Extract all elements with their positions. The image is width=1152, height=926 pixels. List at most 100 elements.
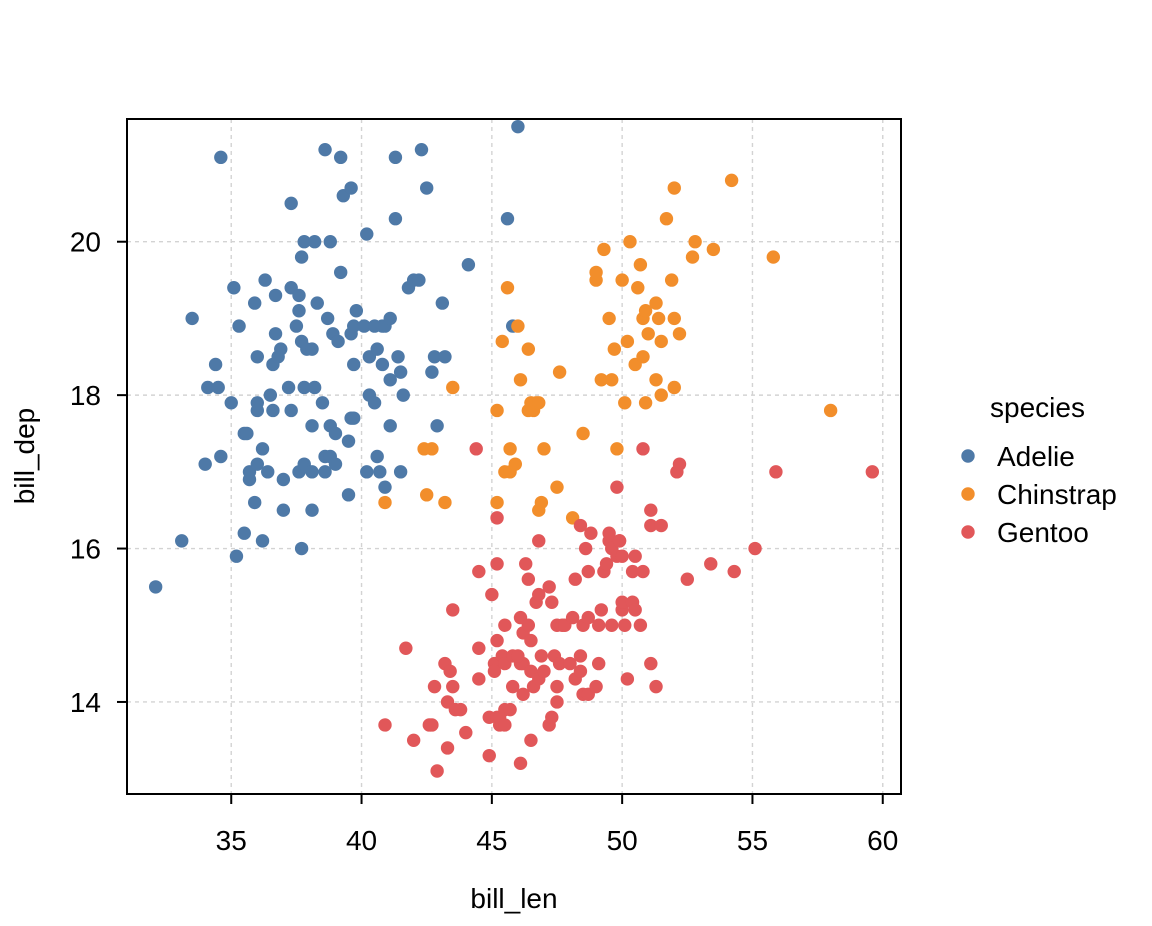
gentoo-point (545, 710, 559, 724)
gentoo-point (573, 664, 588, 678)
gentoo-point (589, 679, 603, 694)
chinstrap-point (659, 212, 674, 226)
gentoo-point (490, 633, 504, 648)
adelie-point (247, 495, 262, 510)
adelie-point (255, 534, 270, 548)
gentoo-point (513, 756, 528, 771)
gentoo-point (472, 672, 486, 686)
series-adelie-points (148, 119, 525, 594)
gentoo-point (482, 748, 496, 763)
adelie-point (292, 304, 306, 318)
adelie-point (258, 273, 272, 287)
adelie-point (232, 319, 246, 333)
chinstrap-point (607, 342, 622, 356)
chinstrap-point (419, 488, 434, 502)
chinstrap-point (664, 273, 679, 287)
gentoo-point (532, 587, 546, 602)
adelie-point (383, 311, 397, 326)
legend-adelie-label: Adelie (997, 441, 1075, 472)
adelie-point (511, 119, 525, 134)
gentoo-point (680, 572, 695, 586)
gentoo-point (453, 702, 468, 717)
chinstrap-point (438, 495, 452, 510)
adelie-point (175, 534, 189, 548)
legend-chinstrap-label: Chinstrap (997, 479, 1117, 510)
chinstrap-point (667, 311, 681, 326)
adelie-point (276, 503, 291, 517)
chinstrap-point (633, 258, 648, 272)
chinstrap-point (706, 242, 721, 257)
gentoo-point (704, 557, 718, 571)
adelie-point (268, 288, 283, 303)
adelie-point (305, 465, 319, 479)
gentoo-point (524, 633, 538, 648)
adelie-point (360, 465, 374, 479)
gentoo-point (628, 549, 642, 563)
gentoo-point (573, 649, 588, 663)
gentoo-point (524, 733, 538, 748)
x-tick-label: 55 (737, 825, 768, 856)
gentoo-point (550, 695, 564, 709)
gentoo-point (618, 618, 632, 632)
chinstrap-point (672, 327, 687, 341)
chinstrap-point (667, 380, 681, 395)
x-tick-label: 50 (607, 825, 638, 856)
chinstrap-point (667, 181, 681, 195)
y-axis: 14 16 18 20 (70, 227, 127, 718)
adelie-point (396, 388, 410, 402)
adelie-point (373, 465, 387, 479)
legend-gentoo-marker (961, 525, 975, 539)
chinstrap-point (641, 327, 655, 341)
chinstrap-point (532, 396, 546, 410)
x-tick-label: 45 (476, 825, 507, 856)
legend: species Adelie Chinstrap Gentoo (961, 392, 1117, 548)
adelie-point (375, 357, 390, 372)
chinstrap-point (495, 334, 509, 349)
gentoo-point (516, 687, 530, 701)
gentoo-point (430, 764, 444, 778)
chinstrap-point (513, 373, 528, 387)
adelie-point (427, 350, 442, 364)
gentoo-point (532, 534, 546, 548)
adelie-point (274, 342, 288, 356)
chinstrap-point (534, 495, 549, 510)
gentoo-point (769, 465, 783, 479)
adelie-point (347, 357, 361, 372)
legend-chinstrap-marker (961, 487, 975, 501)
gentoo-point (487, 664, 502, 678)
chinstrap-point (597, 242, 611, 257)
adelie-point (307, 380, 322, 395)
adelie-point (297, 235, 311, 249)
gentoo-point (521, 618, 536, 632)
adelie-point (255, 442, 270, 456)
gentoo-point (605, 618, 619, 632)
adelie-point (289, 319, 304, 333)
adelie-point (461, 258, 476, 272)
gentoo-point (472, 641, 486, 655)
gentoo-point (446, 603, 460, 617)
chinstrap-point (605, 373, 619, 387)
adelie-point (237, 526, 251, 540)
adelie-point (344, 181, 358, 195)
gentoo-point (519, 557, 533, 571)
adelie-point (229, 549, 244, 563)
gentoo-point (542, 580, 556, 594)
gentoo-point (654, 518, 668, 533)
legend-title: species (990, 392, 1085, 423)
adelie-point (500, 212, 515, 226)
chinstrap-point (649, 373, 663, 387)
gentoo-point (599, 557, 614, 571)
adelie-point (419, 181, 434, 195)
gentoo-point (633, 618, 648, 632)
chinstrap-point (638, 304, 653, 318)
chinstrap-point (651, 311, 666, 326)
adelie-point (347, 411, 361, 425)
adelie-point (292, 288, 306, 303)
gentoo-point (425, 718, 439, 732)
adelie-point (214, 150, 228, 165)
gentoo-point (521, 572, 536, 586)
chinstrap-point (446, 380, 460, 395)
y-tick-label: 16 (70, 534, 101, 565)
adelie-point (388, 150, 403, 165)
gentoo-point (490, 511, 504, 525)
